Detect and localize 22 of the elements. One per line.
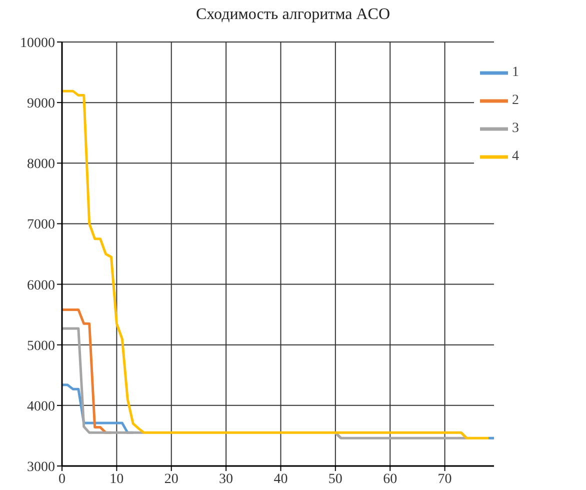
y-tick-label: 10000 — [20, 36, 55, 51]
legend-label: 1 — [512, 65, 519, 80]
x-tick-label: 70 — [438, 472, 452, 487]
chart-title: Сходимость алгоритма ACO — [194, 6, 392, 24]
line-series — [62, 90, 490, 440]
x-tick-label: 30 — [219, 472, 234, 487]
x-tick-label: 40 — [274, 472, 288, 487]
y-tick-label: 6000 — [27, 278, 55, 294]
x-tick-label: 10 — [110, 472, 124, 487]
x-tick-label: 0 — [58, 472, 66, 487]
legend-label: 4 — [512, 149, 519, 164]
y-tick-label: 5000 — [27, 338, 55, 354]
x-tick-label: 50 — [328, 472, 342, 487]
legend-label: 3 — [512, 121, 519, 136]
legend-label: 2 — [512, 93, 519, 108]
x-tick-label: 20 — [164, 472, 178, 487]
y-tick-label: 9000 — [27, 96, 55, 112]
y-tick-label: 7000 — [27, 218, 55, 233]
y-tick-label: 3000 — [27, 460, 55, 475]
y-tick-label: 4000 — [27, 399, 55, 414]
y-tick-label: 8000 — [27, 157, 55, 172]
x-tick-label: 60 — [383, 472, 398, 487]
